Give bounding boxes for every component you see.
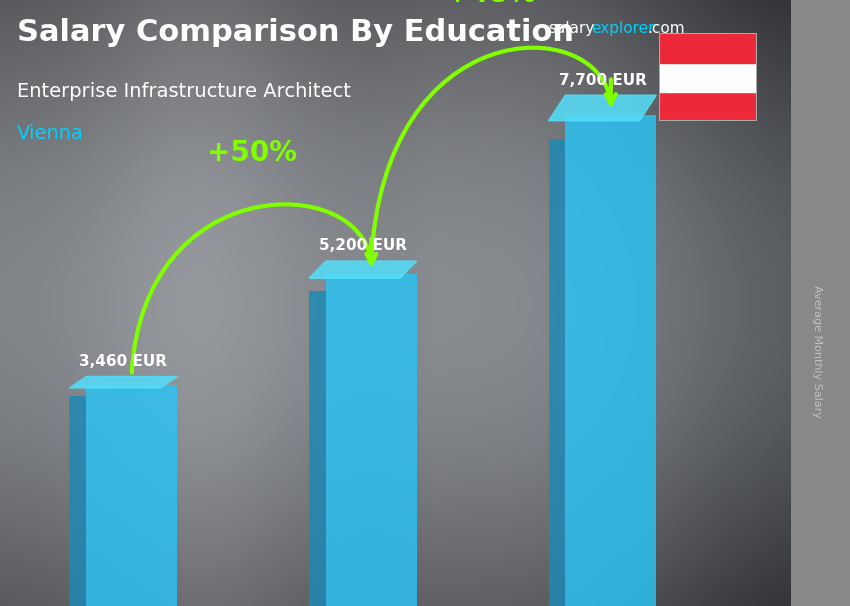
Bar xyxy=(548,139,565,606)
Text: .com: .com xyxy=(648,21,685,36)
Bar xyxy=(565,115,656,606)
Bar xyxy=(659,92,756,121)
Polygon shape xyxy=(309,261,416,278)
Text: 3,460 EUR: 3,460 EUR xyxy=(79,354,167,369)
Bar xyxy=(659,33,756,62)
Polygon shape xyxy=(548,95,656,121)
Bar xyxy=(309,291,326,606)
Text: Enterprise Infrastructure Architect: Enterprise Infrastructure Architect xyxy=(17,82,351,101)
Text: explorer: explorer xyxy=(591,21,654,36)
Text: +48%: +48% xyxy=(446,0,536,8)
Bar xyxy=(659,62,756,92)
Text: 5,200 EUR: 5,200 EUR xyxy=(319,238,407,253)
Text: 7,700 EUR: 7,700 EUR xyxy=(558,73,646,87)
Text: +50%: +50% xyxy=(207,139,297,167)
Bar xyxy=(326,275,416,606)
Text: Average Monthly Salary: Average Monthly Salary xyxy=(812,285,822,418)
Text: Vienna: Vienna xyxy=(17,124,84,143)
Bar xyxy=(86,385,178,606)
Text: salary: salary xyxy=(548,21,595,36)
Bar xyxy=(70,396,86,606)
Text: Salary Comparison By Education: Salary Comparison By Education xyxy=(17,18,574,47)
Polygon shape xyxy=(70,376,178,388)
